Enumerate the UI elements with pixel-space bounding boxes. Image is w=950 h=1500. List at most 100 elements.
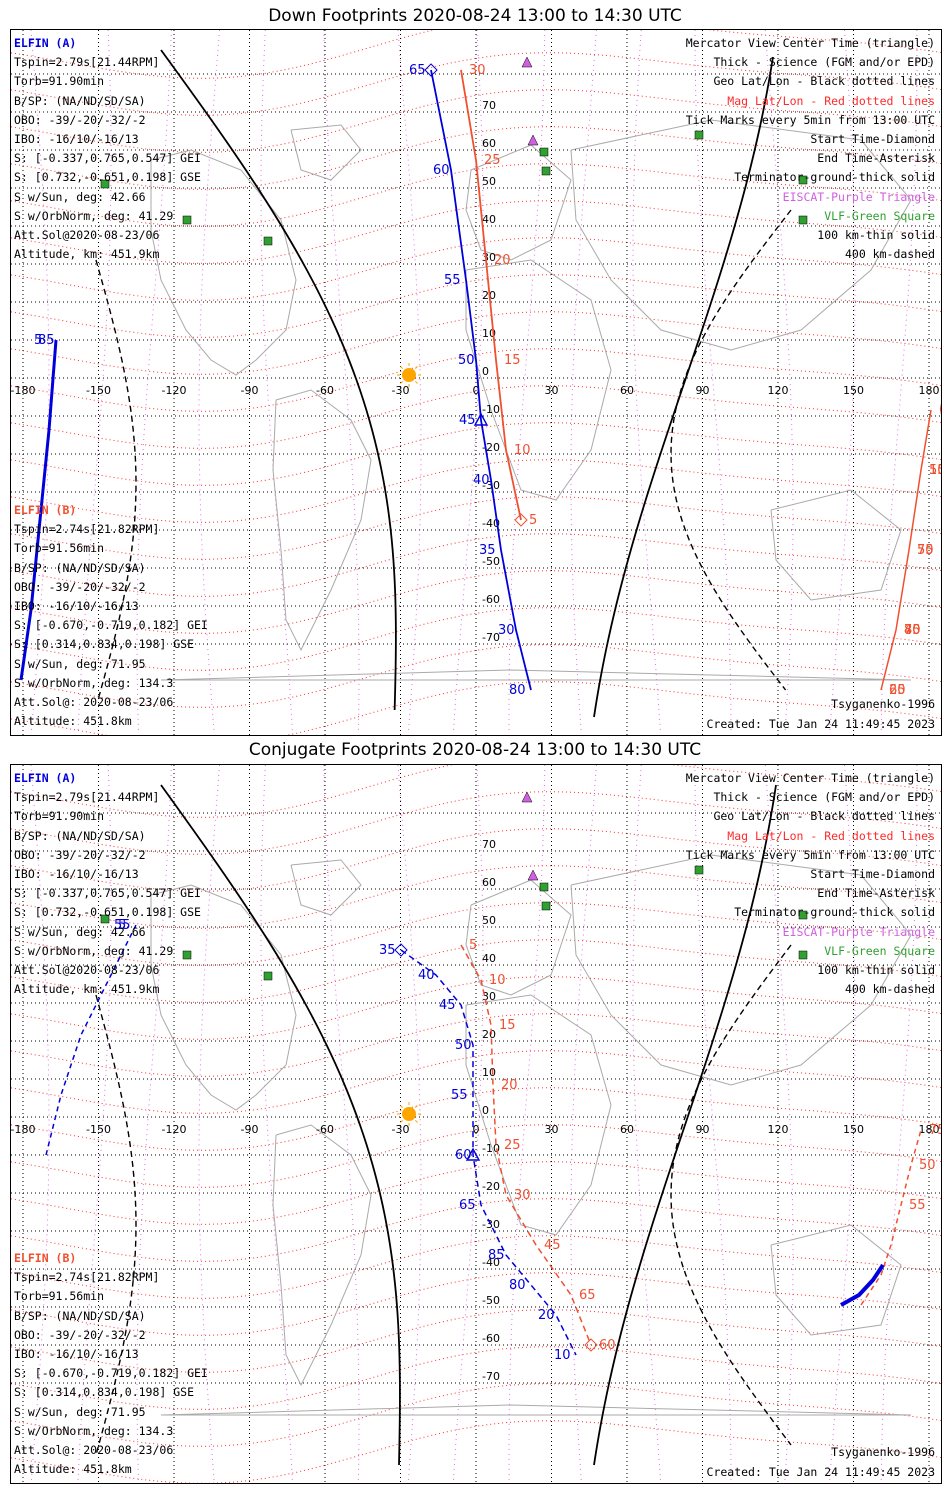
elfin-b-tick-label: 50 xyxy=(917,543,934,558)
mag-lon-line xyxy=(880,30,918,731)
end-time-diamond xyxy=(514,513,528,527)
terminator-ground-line-east xyxy=(593,56,774,718)
elfin-info-line: B/SP: (NA/ND/SD/SA) xyxy=(14,560,146,575)
mag-lon-line xyxy=(632,765,662,1483)
legend-item: Terminator-ground-thick solid xyxy=(734,170,935,185)
elfin-info-line: B/SP: (NA/ND/SD/SA) xyxy=(14,1308,146,1323)
lat-tick-label: -70 xyxy=(482,1370,500,1383)
lon-tick-label: -150 xyxy=(86,1123,111,1136)
lat-tick-label: 50 xyxy=(482,175,496,188)
elfin-b-tick-label: 25 xyxy=(484,153,501,168)
elfin-a-tick-label: 35 xyxy=(379,943,396,958)
sun-ray xyxy=(400,1120,403,1123)
lon-tick-label: -30 xyxy=(392,384,410,397)
lon-tick-label: 120 xyxy=(768,1123,789,1136)
lat-tick-label: 0 xyxy=(482,1104,489,1117)
elfin-info-header: ELFIN (A) xyxy=(14,771,77,785)
sun-icon xyxy=(397,363,421,387)
mag-lat-line xyxy=(11,89,941,153)
continent-outline xyxy=(272,1124,372,1387)
mag-lat-line xyxy=(11,1272,941,1336)
continent-outline xyxy=(290,859,362,916)
mag-lon-line xyxy=(136,30,172,731)
vlf-square xyxy=(541,901,551,911)
lat-tick-label: -10 xyxy=(482,1142,500,1155)
elfin-info-line: Altitude: 451.8km xyxy=(14,1462,132,1477)
elfin-info-header: ELFIN (B) xyxy=(14,1251,77,1265)
eiscat-triangle xyxy=(527,869,539,881)
mag-lat-line xyxy=(11,422,941,486)
mag-lat-line xyxy=(11,828,941,892)
elfin-info-line: Torb=91.90min xyxy=(14,74,105,89)
elfin-info-line: Altitude, km: 451.9km xyxy=(14,982,160,997)
continent-outline xyxy=(150,149,297,376)
elfin-b-tick-label: 45 xyxy=(904,623,921,638)
legend-item: Terminator-ground-thick solid xyxy=(734,905,935,920)
lat-tick-label: 0 xyxy=(482,365,489,378)
legend-item: End Time-Asterisk xyxy=(817,151,935,166)
lon-tick-label: 120 xyxy=(768,384,789,397)
legend-item: 400 km-dashed xyxy=(844,982,935,997)
legend-item: End Time-Asterisk xyxy=(817,886,935,901)
legend-item: Mag Lat/Lon - Red dotted lines xyxy=(727,828,935,843)
footprint-tracks xyxy=(19,63,932,691)
mag-lon-line xyxy=(77,30,112,731)
elfin-info-line: S w/OrbNorm, deg: 41.29 xyxy=(14,943,174,958)
mag-lat-line xyxy=(11,200,941,264)
continent-outline xyxy=(160,669,912,681)
lon-tick-label: 150 xyxy=(843,384,864,397)
elfin-info-line: IBO: -16/10/-16/13 xyxy=(14,599,139,614)
elfin-b-tick-label: 20 xyxy=(494,253,511,268)
mag-lat-line xyxy=(11,1198,941,1262)
panel-down-footprints: -180 -150 -120 -90 -60 -30 0 30 60 90 120 150 180 70 6… xyxy=(10,29,942,736)
elfin-a-tick-label: 50 xyxy=(458,353,475,368)
map-canvas: -180 -150 -120 -90 -60 -30 0 30 60 90 120 150 180706… xyxy=(11,30,941,735)
lat-tick-label: 60 xyxy=(482,137,496,150)
lat-tick-label: 40 xyxy=(482,952,496,965)
elfin-a-tick-label: 60 xyxy=(433,163,450,178)
elfin-b-tick-label: 10 xyxy=(929,463,941,478)
elfin-a-tick-label: 5 xyxy=(118,918,126,933)
sun-ray xyxy=(415,366,418,369)
center-time-triangle xyxy=(465,1147,481,1161)
elfin-b-track xyxy=(460,69,522,521)
elfin-info-line: Att.Sol@: 2020-08-23/06 xyxy=(14,695,174,710)
continent-outline xyxy=(770,1224,902,1336)
mag-lat-line xyxy=(11,1161,941,1225)
elfin-a-tick-label: 45 xyxy=(439,998,456,1013)
vlf-square xyxy=(798,950,808,960)
elfin-b-tick-label: 25 xyxy=(504,1138,521,1153)
elfin-info-line: S w/Sun, deg: 71.95 xyxy=(14,656,146,671)
lon-tick-label: 150 xyxy=(843,1123,864,1136)
mag-lon-line xyxy=(829,30,856,731)
elfin-a-tick-label: 65 xyxy=(459,1198,476,1213)
elfin-info-line: B/SP: (NA/ND/SD/SA) xyxy=(14,828,146,843)
elfin-b-tick-label: 70 xyxy=(904,623,921,638)
elfin-info-line: S: [0.314,0.834,0.198] GSE xyxy=(14,637,195,652)
continent-outline xyxy=(160,1404,912,1416)
lat-tick-label: -20 xyxy=(482,1180,500,1193)
elfin-a-tick-label: 85 xyxy=(488,1248,505,1263)
panel-title-conjugate: Conjugate Footprints 2020-08-24 13:00 to… xyxy=(248,740,702,760)
elfin-b-tick-label: 75 xyxy=(917,543,934,558)
elfin-b-tick-label: 5 xyxy=(469,938,477,953)
lon-tick-label: -90 xyxy=(241,1123,259,1136)
model-name: Tsyganenko-1996 xyxy=(831,1445,935,1459)
lon-tick-label: -60 xyxy=(316,384,334,397)
lat-tick-label: 10 xyxy=(482,1066,496,1079)
sun-disc xyxy=(402,368,416,382)
elfin-info-block: ELFIN (A) Tspin=2.79s[21.44RPM] Torb=91.90… xyxy=(14,34,201,264)
mag-lon-line xyxy=(136,765,172,1483)
mag-lat-line xyxy=(11,163,941,227)
elfin-info-line: S w/Sun, deg: 42.66 xyxy=(14,189,146,204)
lon-tick-label: -180 xyxy=(11,1123,35,1136)
lat-tick-label: -30 xyxy=(482,1218,500,1231)
mag-lon-line xyxy=(764,30,794,731)
mag-lat-line xyxy=(11,533,941,597)
continent-outline xyxy=(465,879,572,996)
elfin-info-line: S: [-0.337,0.765,0.547] GEI xyxy=(14,151,201,166)
elfin-info-line: B/SP: (NA/ND/SD/SA) xyxy=(14,93,146,108)
mag-lat-line xyxy=(11,570,941,634)
mag-lon-line xyxy=(570,765,597,1483)
vlf-square xyxy=(182,215,192,225)
